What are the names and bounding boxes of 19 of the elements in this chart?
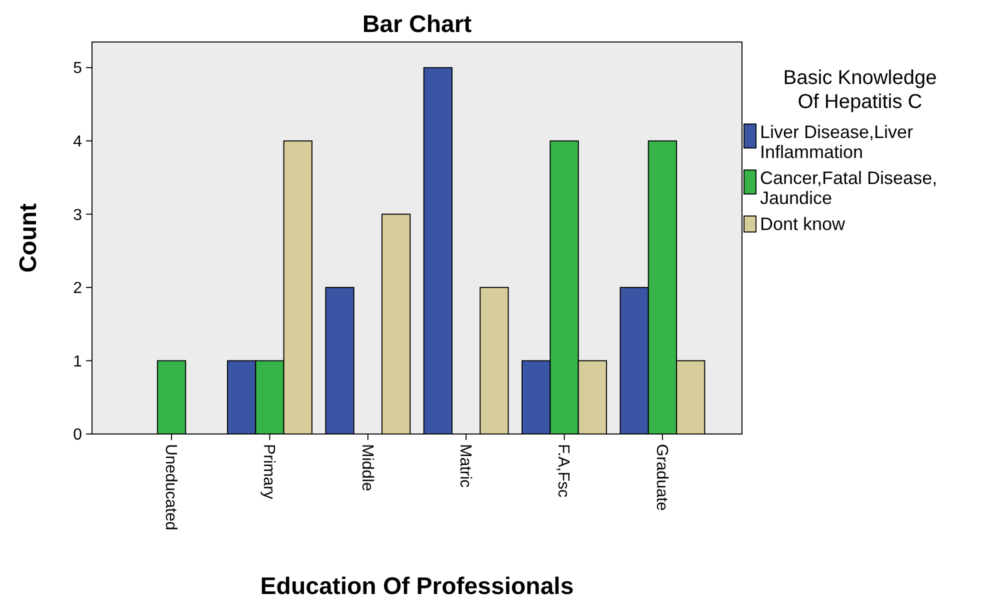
legend-label: Cancer,Fatal Disease,Jaundice <box>760 168 938 208</box>
y-tick-label: 1 <box>73 353 82 370</box>
x-tick-label: Middle <box>358 444 376 492</box>
x-tick-label: Graduate <box>652 444 670 511</box>
y-tick-label: 3 <box>73 206 82 224</box>
x-tick-label: Matric <box>456 444 474 488</box>
y-tick-label: 2 <box>73 280 82 298</box>
y-tick-label: 5 <box>73 60 82 78</box>
x-axis-title: Education Of Professionals <box>260 573 574 600</box>
x-tick-label: F.A,Fsc <box>554 444 572 498</box>
y-axis-title: Count <box>15 203 42 273</box>
x-tick-label: Primary <box>260 444 278 500</box>
legend-label: Dont know <box>760 214 846 234</box>
y-tick-label: 0 <box>73 426 82 444</box>
legend-title: Basic Knowledge Of Hepatitis C <box>783 67 937 113</box>
y-tick-label: 4 <box>73 134 82 151</box>
legend-label: Liver Disease,Liver Inflammation <box>760 122 914 162</box>
chart-title: Bar Chart <box>362 11 472 38</box>
x-tick-label: Uneducated <box>162 444 179 530</box>
